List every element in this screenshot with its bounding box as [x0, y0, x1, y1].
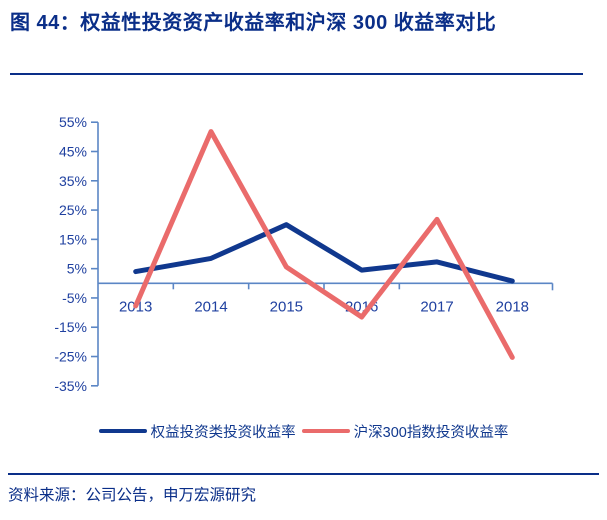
x-tick-label: 2014 — [194, 298, 227, 315]
x-tick-label: 2015 — [270, 298, 303, 315]
y-tick-label: 15% — [59, 231, 87, 247]
y-tick-label: -25% — [54, 349, 87, 365]
x-tick-label: 2018 — [496, 298, 529, 315]
chart-legend: 权益投资类投资收益率 沪深300指数投资收益率 — [0, 420, 607, 442]
line-chart: 55%45%35%25%15%5%-5%-15%-25%-35%2013 2014… — [54, 114, 554, 394]
y-tick-label: 45% — [59, 143, 87, 159]
legend-label-csi300: 沪深300指数投资收益率 — [353, 424, 509, 441]
x-tick-label: 2017 — [420, 298, 453, 315]
legend-label-equity: 权益投资类投资收益率 — [150, 424, 296, 441]
legend-item-equity: 权益投资类投资收益率 — [98, 421, 296, 442]
legend-line-sample-equity — [98, 428, 147, 434]
series-line-equity — [133, 222, 515, 284]
title-underline — [10, 73, 583, 75]
y-tick-label: -5% — [62, 290, 87, 306]
y-tick-label: -35% — [54, 378, 87, 394]
series-line-csi300 — [133, 129, 515, 360]
source-label: 资料来源：公司公告，申万宏源研究 — [8, 487, 257, 504]
y-tick-label: 5% — [67, 261, 87, 277]
y-tick-label: 55% — [59, 114, 87, 130]
y-tick-label: 25% — [59, 202, 87, 218]
figure-title: 图 44：权益性投资资产收益率和沪深 300 收益率对比 — [10, 12, 497, 34]
legend-item-csi300: 沪深300指数投资收益率 — [301, 421, 509, 442]
legend-line-sample-csi300 — [301, 428, 350, 434]
y-tick-label: 35% — [59, 173, 87, 189]
y-tick-label: -15% — [54, 319, 87, 335]
source-divider — [8, 473, 599, 475]
